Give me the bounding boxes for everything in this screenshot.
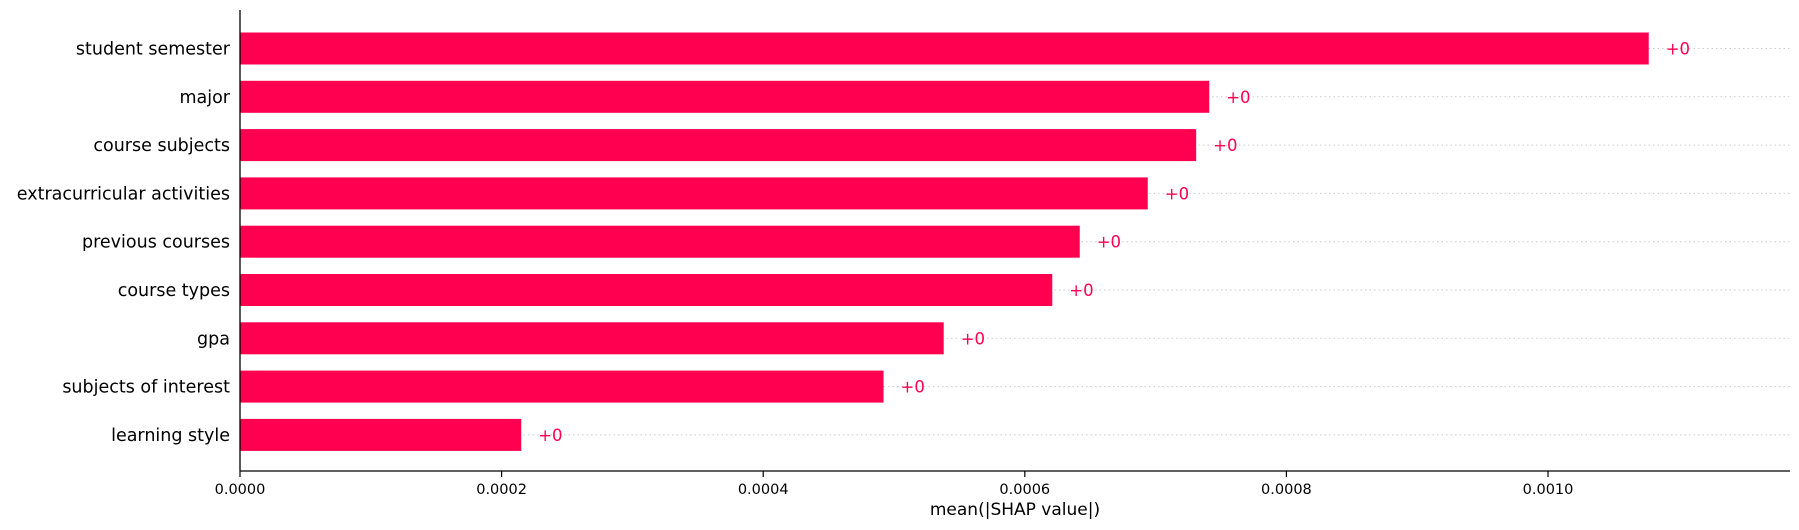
bar-value-label: +0 — [1213, 136, 1237, 155]
bar-value-label: +0 — [961, 329, 985, 348]
bar — [240, 418, 522, 451]
bar-value-label: +0 — [1069, 281, 1093, 300]
x-ticks: 0.0000 0.0002 0.0004 0.0006 0.0008 0.0010 — [215, 471, 1574, 498]
bar-value-label: +0 — [1097, 233, 1121, 252]
x-tick-label: 0.0002 — [476, 482, 527, 498]
value-labels: +0 +0 +0 +0 +0 +0 +0 +0 +0 — [538, 40, 1690, 445]
feature-label: gpa — [197, 329, 230, 349]
bar-value-label: +0 — [1226, 88, 1250, 107]
feature-label: major — [179, 88, 230, 108]
bar-value-label: +0 — [538, 426, 562, 445]
x-tick-label: 0.0010 — [1523, 482, 1574, 498]
bar — [240, 177, 1148, 210]
bar — [240, 322, 944, 355]
bars — [240, 32, 1649, 451]
feature-label: extracurricular activities — [17, 184, 230, 204]
x-tick-label: 0.0006 — [999, 482, 1050, 498]
feature-label: subjects of interest — [62, 378, 230, 398]
bar-value-label: +0 — [1666, 40, 1690, 59]
feature-labels: student semester major course subjects extr… — [17, 40, 231, 446]
feature-label: course types — [118, 281, 230, 301]
bar — [240, 32, 1649, 65]
bar-value-label: +0 — [1165, 184, 1189, 203]
bar — [240, 370, 884, 403]
x-tick-label: 0.0000 — [215, 482, 266, 498]
bar-value-label: +0 — [901, 378, 925, 397]
bar — [240, 274, 1053, 306]
bar — [240, 225, 1080, 258]
feature-label: student semester — [76, 40, 231, 60]
x-tick-label: 0.0004 — [738, 482, 789, 498]
bar — [240, 80, 1210, 113]
bar — [240, 129, 1197, 162]
feature-label: previous courses — [82, 233, 230, 253]
x-tick-label: 0.0008 — [1261, 482, 1312, 498]
x-axis-title: mean(|SHAP value|) — [930, 500, 1100, 520]
feature-label: course subjects — [93, 136, 230, 156]
feature-label: learning style — [111, 426, 230, 446]
axes — [239, 10, 1790, 472]
